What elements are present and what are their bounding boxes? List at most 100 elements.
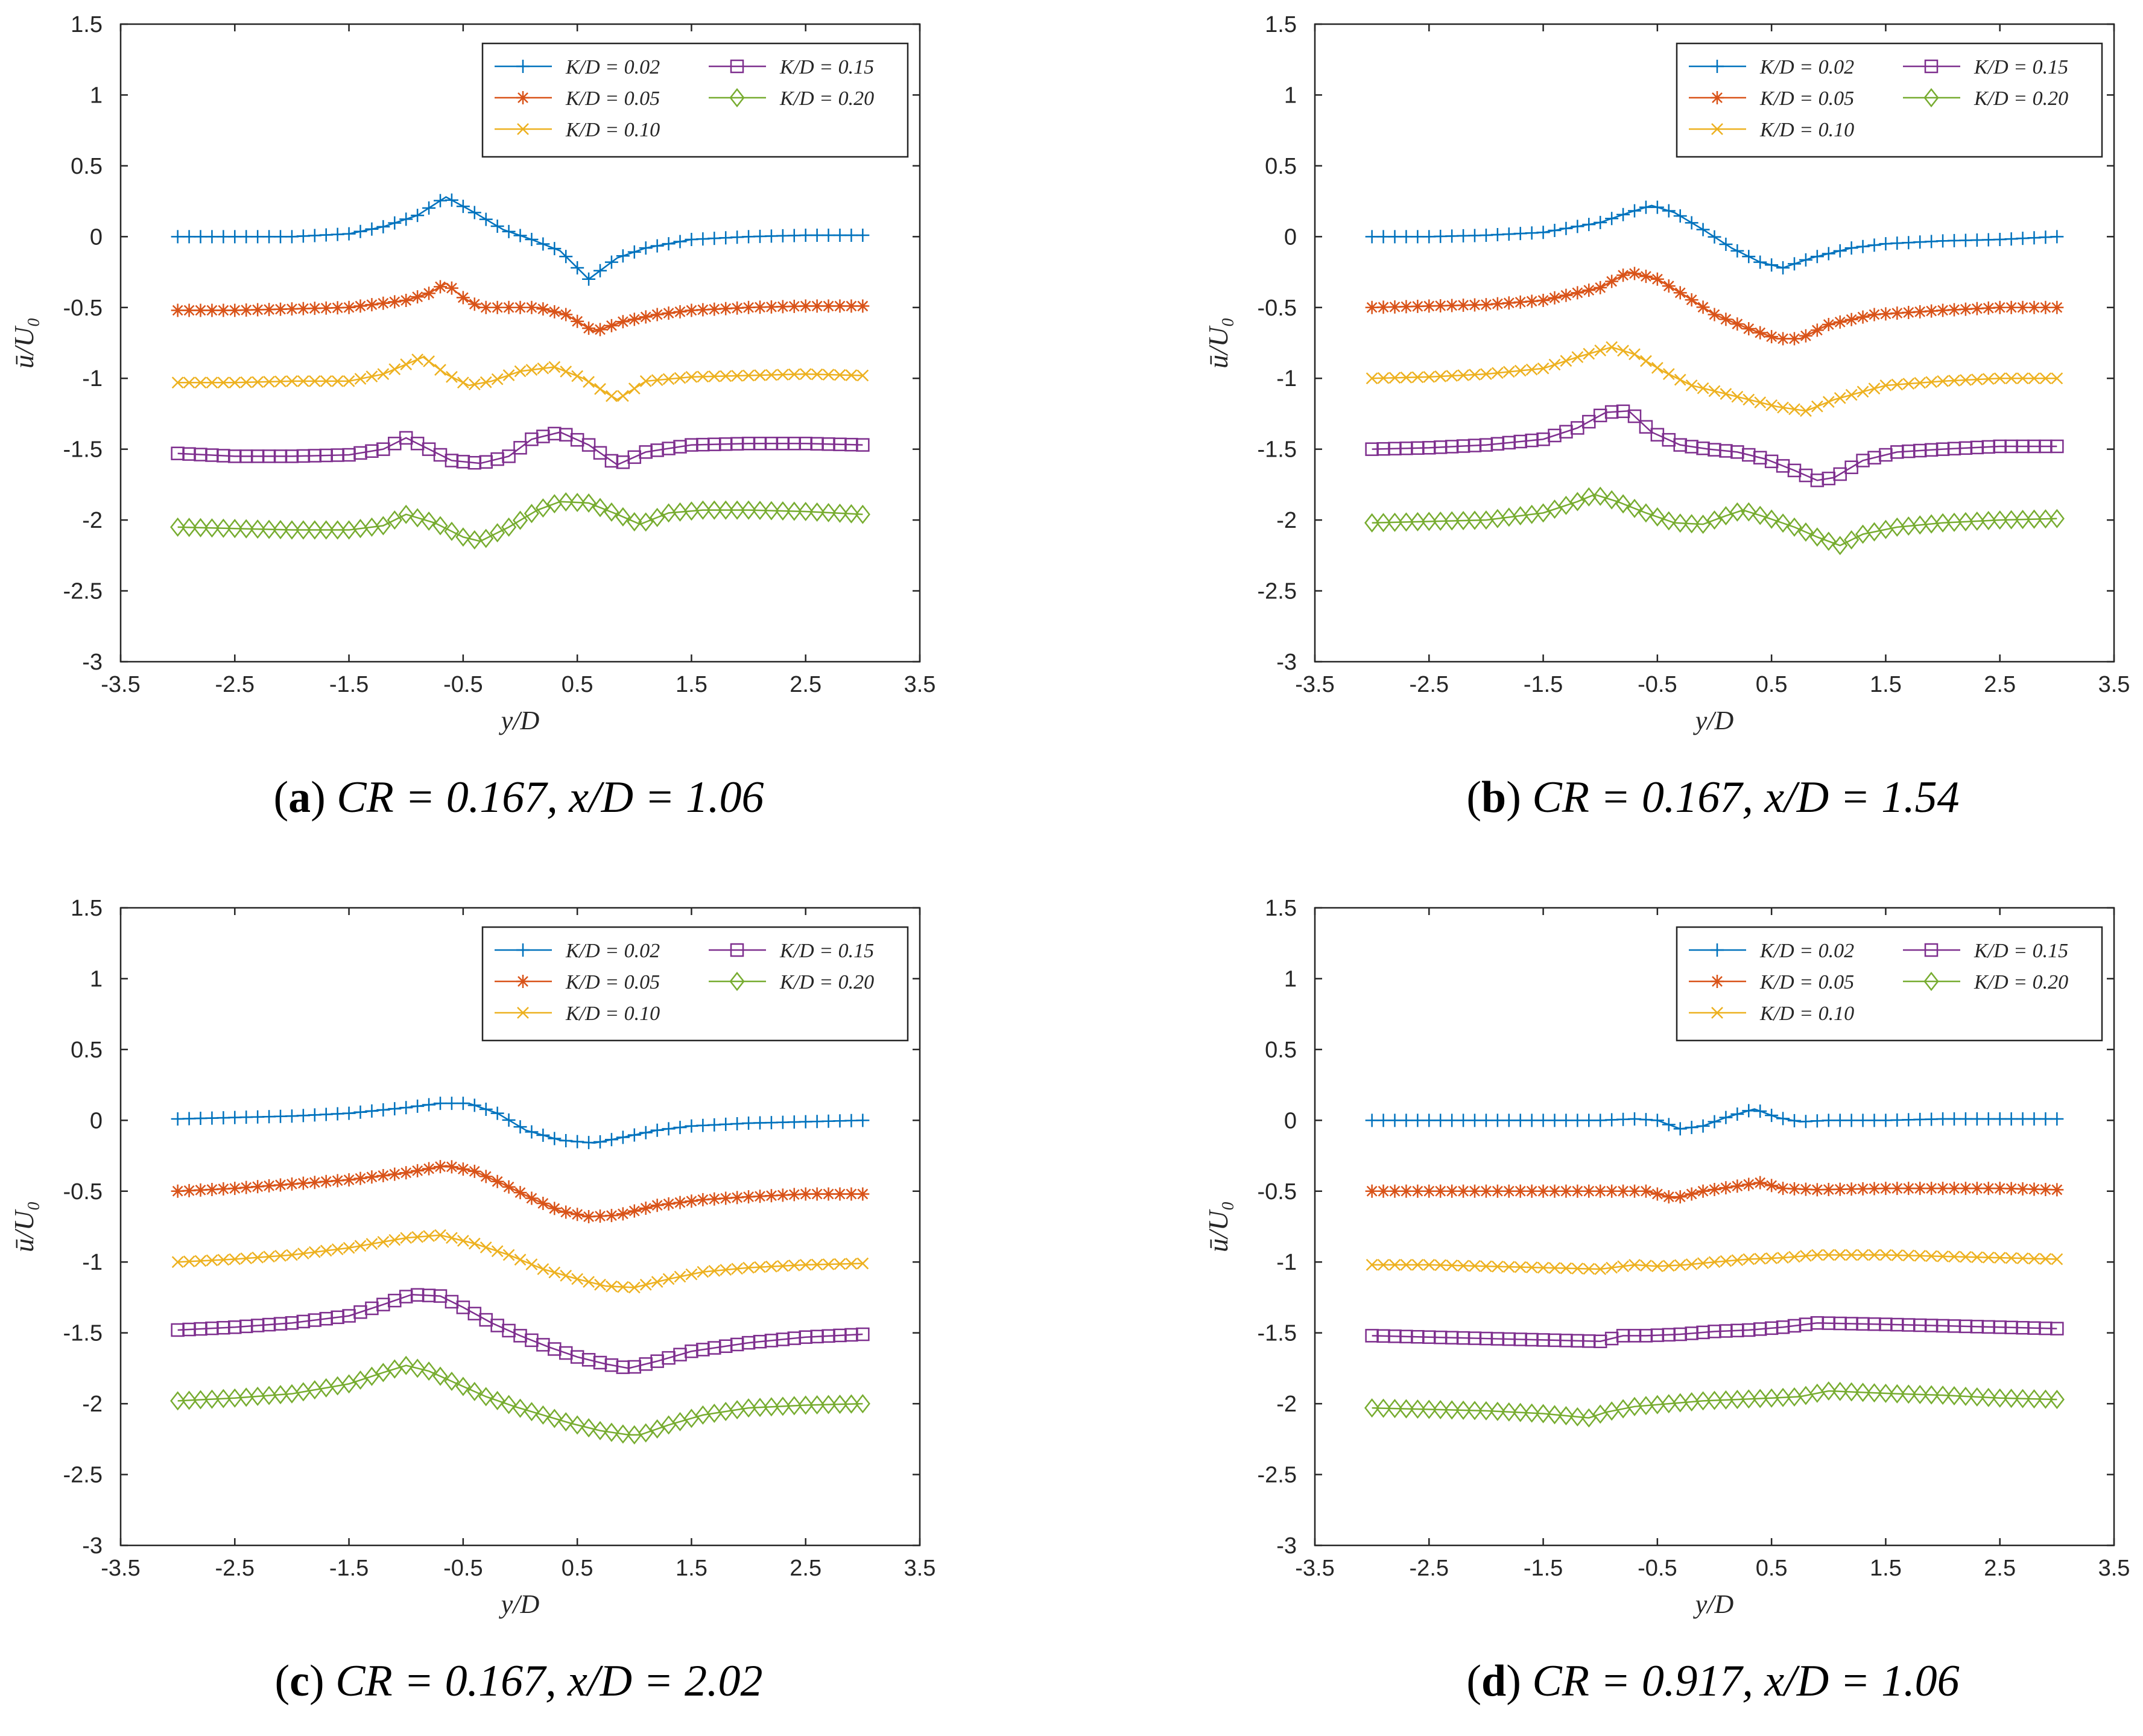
data-point bbox=[206, 376, 218, 389]
data-point bbox=[468, 378, 481, 391]
series-5 bbox=[170, 1355, 870, 1445]
data-point bbox=[1479, 1184, 1493, 1198]
data-point bbox=[1388, 372, 1401, 384]
data-point bbox=[421, 511, 437, 531]
data-point bbox=[606, 1280, 618, 1293]
data-point bbox=[1730, 244, 1744, 258]
data-point bbox=[1673, 286, 1687, 300]
data-point bbox=[445, 1097, 458, 1110]
data-point bbox=[1753, 326, 1767, 340]
data-point bbox=[364, 1366, 380, 1386]
data-point bbox=[673, 235, 687, 249]
data-point bbox=[672, 502, 688, 522]
data-point bbox=[1617, 344, 1629, 357]
data-point bbox=[673, 1196, 687, 1209]
caption-a: (a) CR = 0.167, x/D = 1.06 bbox=[273, 773, 764, 822]
data-point bbox=[2050, 1322, 2064, 1335]
y-tick-label: -1 bbox=[82, 366, 103, 391]
data-point bbox=[341, 1374, 357, 1394]
data-point bbox=[331, 375, 344, 387]
data-point bbox=[1811, 1249, 1823, 1261]
data-point bbox=[1513, 1402, 1528, 1422]
y-tick-label: 1 bbox=[90, 966, 103, 992]
data-point bbox=[1581, 1408, 1597, 1428]
data-point bbox=[490, 1106, 504, 1120]
data-point bbox=[1925, 304, 1939, 318]
data-point bbox=[799, 368, 812, 381]
data-point bbox=[844, 1114, 858, 1127]
data-point bbox=[765, 369, 777, 381]
data-point bbox=[1958, 512, 1974, 531]
data-point bbox=[1411, 230, 1425, 244]
data-point bbox=[1639, 1113, 1653, 1127]
data-point bbox=[1673, 513, 1688, 533]
data-point bbox=[422, 1162, 436, 1176]
data-point bbox=[2016, 1112, 2030, 1126]
data-point bbox=[832, 503, 848, 523]
data-point bbox=[274, 302, 287, 316]
data-point bbox=[1981, 1182, 1995, 1196]
data-point bbox=[1970, 373, 1983, 385]
data-point bbox=[1753, 255, 1767, 269]
data-point bbox=[1535, 503, 1551, 523]
data-point bbox=[1776, 1112, 1790, 1126]
data-point bbox=[741, 500, 756, 520]
data-point bbox=[845, 1258, 858, 1270]
data-point bbox=[1696, 300, 1710, 314]
x-tick-label: 0.5 bbox=[1756, 672, 1788, 697]
data-point bbox=[1411, 1114, 1425, 1127]
data-point bbox=[251, 1110, 265, 1124]
data-point bbox=[1650, 1395, 1665, 1414]
data-point bbox=[285, 230, 299, 244]
y-tick-label: -3 bbox=[1276, 650, 1297, 675]
data-point bbox=[1490, 1184, 1504, 1198]
data-point bbox=[457, 376, 469, 389]
data-point bbox=[274, 1250, 286, 1262]
data-point bbox=[616, 1130, 630, 1144]
data-point bbox=[1925, 1250, 1938, 1262]
data-point bbox=[594, 323, 607, 337]
data-point bbox=[388, 1167, 402, 1181]
x-tick-label: 2.5 bbox=[1984, 672, 2016, 697]
data-point bbox=[1411, 1184, 1425, 1198]
data-point bbox=[1765, 258, 1779, 272]
data-point bbox=[1479, 1114, 1493, 1127]
data-point bbox=[2016, 232, 2030, 246]
data-point bbox=[844, 228, 858, 242]
data-point bbox=[548, 1202, 562, 1215]
data-point bbox=[1913, 305, 1927, 318]
data-point bbox=[1890, 1182, 1904, 1196]
data-point bbox=[1388, 300, 1402, 314]
data-point bbox=[1844, 530, 1860, 550]
data-point bbox=[764, 300, 778, 314]
data-point bbox=[1582, 218, 1596, 232]
data-point bbox=[1706, 1390, 1723, 1410]
data-point bbox=[1777, 1252, 1789, 1264]
data-point bbox=[639, 375, 652, 387]
data-point bbox=[548, 242, 562, 256]
caption-c: (c) CR = 0.167, x/D = 2.02 bbox=[274, 1656, 763, 1706]
data-point bbox=[1981, 511, 1996, 531]
caption-b: (b) CR = 0.167, x/D = 1.54 bbox=[1466, 773, 1960, 822]
data-point bbox=[1844, 460, 1858, 474]
y-tick-label: -0.5 bbox=[1258, 1179, 1297, 1205]
data-point bbox=[707, 1118, 721, 1132]
data-point bbox=[1720, 388, 1732, 400]
data-point bbox=[284, 520, 300, 540]
data-point bbox=[239, 230, 253, 244]
data-point bbox=[719, 302, 733, 315]
legend: K/D = 0.02 K/D = 0.05 K/D = 0.10 K/D = 0.15… bbox=[481, 42, 909, 158]
data-point bbox=[1673, 1190, 1687, 1204]
data-point bbox=[834, 369, 846, 381]
legend: K/D = 0.02 K/D = 0.05 K/D = 0.10 K/D = 0.15… bbox=[1676, 926, 2103, 1042]
data-point bbox=[228, 1182, 242, 1196]
data-point bbox=[742, 230, 756, 244]
data-point bbox=[1525, 294, 1539, 308]
x-tick-label: -2.5 bbox=[215, 1556, 255, 1581]
x-tick-label: -0.5 bbox=[1638, 1556, 1677, 1581]
data-point bbox=[1651, 361, 1663, 374]
data-point bbox=[1582, 1184, 1596, 1198]
data-point bbox=[1560, 1262, 1572, 1275]
data-point bbox=[1662, 279, 1676, 293]
data-point bbox=[1366, 1259, 1378, 1271]
